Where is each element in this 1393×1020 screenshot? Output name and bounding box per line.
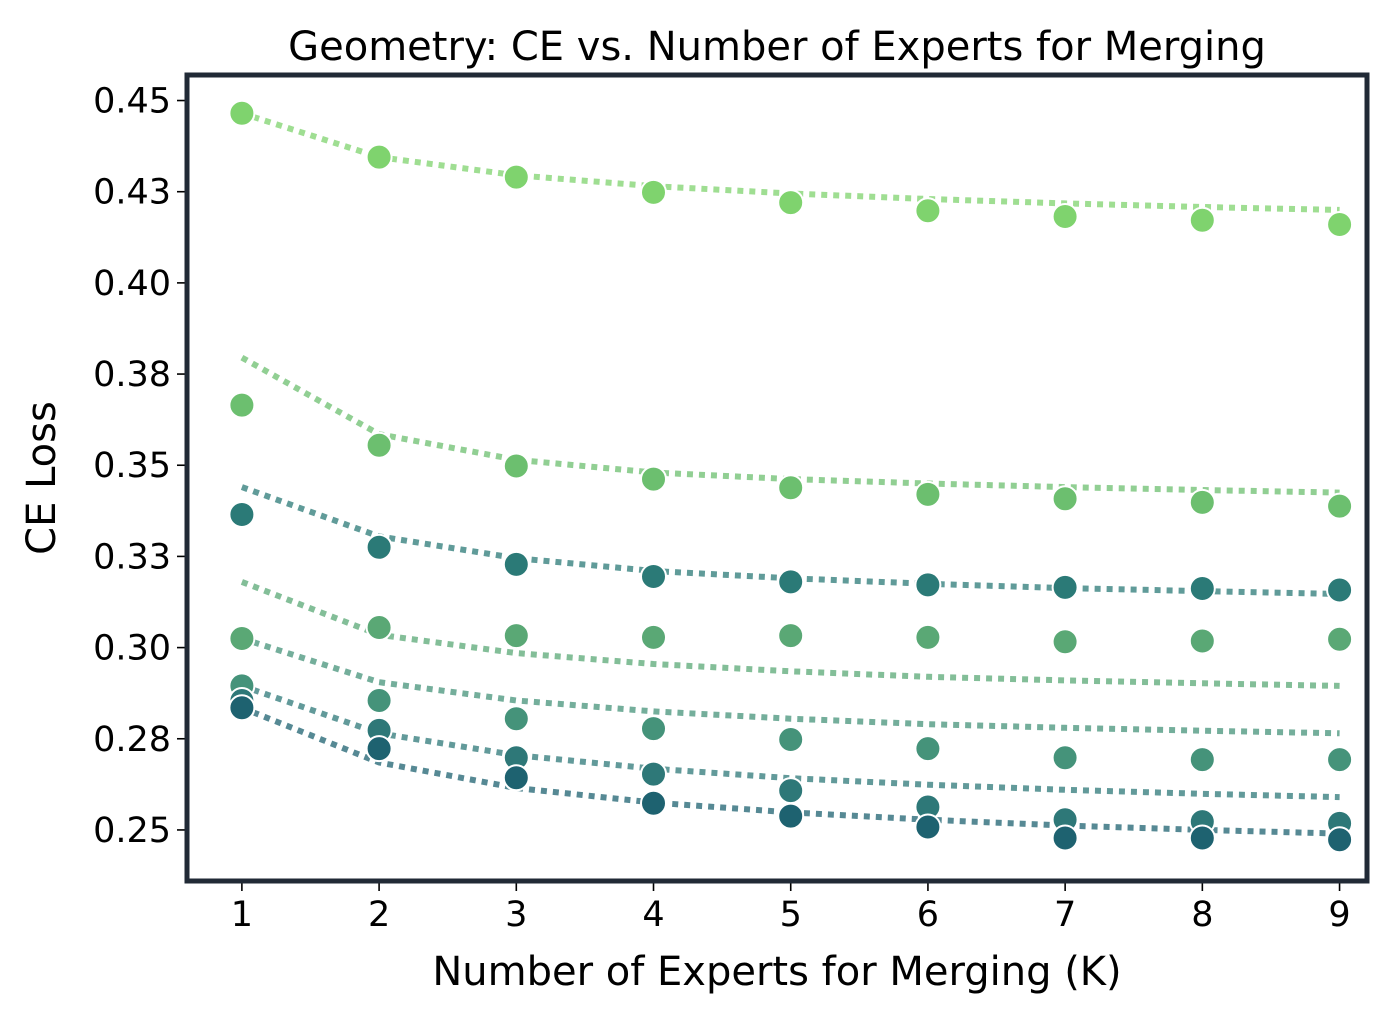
data-point-series-4-k1 [228, 625, 256, 652]
data-point-series-4-k4 [640, 623, 667, 651]
data-point-series-4-k6 [914, 623, 942, 651]
data-point-series-4-k5 [777, 622, 805, 650]
data-point-series-4-k9 [1326, 625, 1354, 653]
x-tick-label: 9 [1328, 895, 1350, 935]
data-point-series-6-k5 [777, 777, 805, 805]
data-point-series-2-k4 [640, 465, 667, 493]
data-point-series-3-k2 [365, 533, 393, 561]
data-point-series-5-k2 [365, 687, 393, 714]
data-point-series-7-k6 [914, 813, 942, 841]
x-tick-label: 5 [780, 895, 802, 935]
y-axis-label: CE Loss [19, 401, 65, 555]
data-point-series-1-k7 [1051, 203, 1079, 230]
plot-frame [184, 72, 1370, 884]
chart-title: Geometry: CE vs. Number of Experts for M… [288, 24, 1266, 70]
data-point-series-7-k8 [1188, 824, 1216, 852]
x-tick-label: 1 [231, 895, 253, 935]
y-tick-label: 0.35 [93, 446, 171, 486]
data-points-layer [228, 99, 1354, 854]
data-point-series-7-k4 [640, 789, 667, 817]
data-point-series-6-k4 [640, 760, 667, 788]
data-point-series-1-k1 [228, 99, 256, 127]
data-point-series-1-k4 [640, 178, 667, 206]
data-point-series-2-k9 [1326, 492, 1354, 520]
data-point-series-4-k3 [502, 622, 530, 650]
fit-line-series-4 [240, 579, 1340, 689]
data-point-series-2-k2 [365, 431, 393, 459]
axis-ticks-layer: 1 2 3 4 5 6 7 8 9 0.25 0.28 0.30 0.33 0.35 0.38 0.40 0.4… [93, 82, 1351, 935]
data-point-series-3-k8 [1188, 575, 1216, 602]
data-point-series-1-k5 [777, 189, 805, 217]
data-point-series-3-k7 [1051, 573, 1079, 601]
data-point-series-7-k2 [365, 735, 393, 763]
y-tick-label: 0.28 [93, 720, 171, 760]
data-point-series-5-k4 [640, 715, 667, 743]
data-point-series-2-k6 [914, 480, 942, 508]
data-point-series-7-k5 [777, 802, 805, 830]
data-point-series-5-k8 [1188, 746, 1216, 774]
data-point-series-3-k5 [777, 568, 805, 596]
data-point-series-1-k2 [365, 143, 393, 171]
y-tick-label: 0.30 [93, 629, 171, 669]
data-point-series-5-k5 [777, 726, 805, 753]
fit-line-series-2 [240, 354, 1340, 496]
y-tick-label: 0.38 [93, 355, 171, 395]
fit-line-series-6 [240, 683, 1340, 801]
fit-lines-layer [240, 110, 1340, 837]
data-point-series-4-k2 [365, 614, 393, 641]
data-point-series-2-k3 [502, 452, 530, 480]
fit-line-series-7 [240, 705, 1340, 837]
fit-line-series-3 [240, 484, 1340, 597]
data-point-series-3-k6 [914, 571, 942, 599]
data-point-series-7-k7 [1051, 824, 1079, 852]
data-point-series-3-k4 [640, 563, 667, 590]
data-point-series-1-k8 [1188, 206, 1216, 234]
data-point-series-3-k3 [502, 550, 530, 578]
data-point-series-2-k5 [777, 474, 805, 502]
data-point-series-5-k6 [914, 735, 942, 763]
data-point-series-4-k7 [1051, 628, 1079, 656]
data-point-series-1-k9 [1326, 211, 1354, 238]
x-tick-label: 8 [1191, 895, 1213, 935]
y-tick-label: 0.25 [93, 811, 171, 851]
x-tick-label: 2 [368, 895, 390, 935]
y-tick-label: 0.45 [93, 82, 171, 122]
y-tick-label: 0.33 [93, 537, 171, 577]
data-point-series-7-k9 [1326, 826, 1354, 854]
x-axis-label: Number of Experts for Merging (K) [432, 949, 1121, 995]
data-point-series-3-k1 [228, 501, 256, 528]
x-tick-label: 4 [642, 895, 664, 935]
data-point-series-4-k8 [1188, 627, 1216, 655]
data-point-series-3-k9 [1326, 576, 1354, 604]
data-point-series-1-k3 [502, 163, 530, 191]
data-point-series-7-k3 [502, 764, 530, 792]
x-tick-label: 3 [505, 895, 527, 935]
data-point-series-5-k7 [1051, 744, 1079, 772]
data-point-series-7-k1 [228, 694, 256, 722]
data-point-series-2-k7 [1051, 485, 1079, 513]
fit-line-series-5 [240, 635, 1340, 737]
x-tick-label: 6 [917, 895, 939, 935]
y-tick-label: 0.43 [93, 173, 171, 213]
data-point-series-5-k3 [502, 705, 530, 733]
data-point-series-5-k9 [1326, 746, 1354, 774]
data-point-series-2-k1 [228, 391, 256, 419]
data-point-series-2-k8 [1188, 488, 1216, 516]
x-tick-label: 7 [1054, 895, 1076, 935]
data-point-series-1-k6 [914, 197, 942, 225]
y-tick-label: 0.40 [93, 264, 171, 304]
